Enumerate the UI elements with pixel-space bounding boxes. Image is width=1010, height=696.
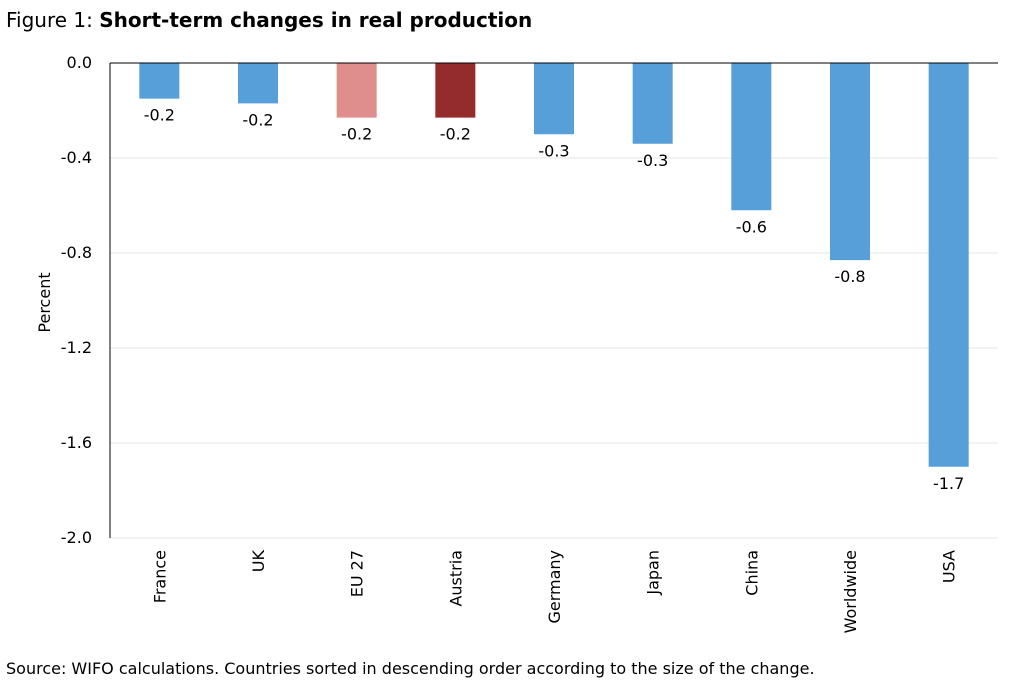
x-category-label: Japan — [644, 550, 663, 596]
x-category-label: UK — [249, 549, 268, 572]
figure-title-prefix: Figure 1: — [6, 8, 100, 32]
x-category-label: China — [742, 550, 761, 596]
data-label: -0.3 — [538, 141, 569, 160]
source-note: Source: WIFO calculations. Countries sor… — [6, 659, 815, 678]
bar — [336, 63, 377, 118]
x-category-label: Austria — [446, 550, 465, 607]
y-tick-label: -1.2 — [61, 338, 92, 357]
bar — [435, 63, 476, 118]
data-label: -0.2 — [144, 106, 175, 125]
y-tick-label: -0.4 — [61, 148, 92, 167]
x-category-label: EU 27 — [348, 550, 367, 597]
data-label: -0.2 — [341, 125, 372, 144]
bar-chart: 0.0 -0.4 -0.8 -1.2 -1.6 -2.0 Percent -0.2 France… — [35, 53, 998, 633]
y-tick-label: 0.0 — [67, 53, 92, 72]
data-label: -0.8 — [834, 267, 865, 286]
x-category-label: Worldwide — [841, 550, 860, 633]
figure-title: Figure 1: Short-term changes in real pro… — [6, 8, 532, 32]
x-category-label: France — [150, 550, 169, 603]
y-tick-label: -2.0 — [61, 528, 92, 547]
y-axis-title: Percent — [35, 272, 54, 332]
y-tick-label: -1.6 — [61, 433, 92, 452]
y-tick-label: -0.8 — [61, 243, 92, 262]
x-category-label: Germany — [545, 550, 564, 624]
bar — [928, 63, 969, 467]
figure-title-text: Short-term changes in real production — [99, 8, 533, 32]
bar — [139, 63, 180, 99]
bar — [238, 63, 278, 104]
data-label: -0.2 — [242, 110, 273, 129]
bar — [731, 63, 772, 211]
bar — [830, 63, 870, 261]
bar — [632, 63, 673, 144]
bar — [534, 63, 574, 135]
x-category-label: USA — [940, 550, 959, 583]
data-label: -1.7 — [933, 474, 964, 493]
data-label: -0.6 — [736, 217, 767, 236]
data-label: -0.2 — [440, 125, 471, 144]
data-label: -0.3 — [637, 151, 668, 170]
